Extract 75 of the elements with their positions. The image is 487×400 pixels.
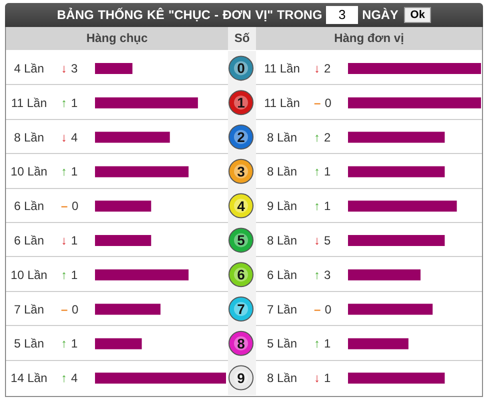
text: ↑ 1 <box>314 336 331 351</box>
data-label: 8 Lần <box>266 371 298 386</box>
bar <box>95 235 152 246</box>
bar <box>95 63 132 74</box>
data-label: 11 Lần <box>264 96 300 110</box>
data-label: 11 Lần <box>11 96 47 110</box>
bar <box>348 235 445 246</box>
text: ↓ 1 <box>314 371 331 386</box>
bar <box>348 269 421 280</box>
bar <box>348 97 481 108</box>
data-label: 8 Lần <box>266 164 298 179</box>
y-tick-label: 1 <box>237 94 246 111</box>
bar <box>348 372 445 384</box>
text: ↓ 4 <box>61 130 78 144</box>
data-label: 10 Lần <box>10 164 48 179</box>
data-label: 8 Lần <box>266 130 298 144</box>
y-tick-label: 5 <box>237 232 246 248</box>
text: – 0 <box>61 199 79 214</box>
y-tick-label: 6 <box>237 266 246 283</box>
text: ↓ 1 <box>61 234 78 248</box>
y-tick-label: 0 <box>237 60 246 76</box>
data-label: 6 Lần <box>14 234 44 248</box>
y-tick-label: 4 <box>237 198 246 214</box>
text: – 0 <box>61 302 79 316</box>
bar <box>95 304 160 315</box>
text: Ok <box>404 7 431 23</box>
data-label: 6 Lần <box>14 199 44 214</box>
bar <box>348 166 445 178</box>
bar <box>348 63 481 74</box>
data-label: 5 Lần <box>266 336 298 351</box>
bar <box>95 166 189 178</box>
text: ↑ 1 <box>314 199 331 214</box>
bar <box>95 97 198 108</box>
text: ↑ 2 <box>314 130 331 144</box>
data-label: 4 Lần <box>14 62 44 76</box>
text: ↑ 1 <box>61 96 78 110</box>
bar <box>348 132 445 143</box>
text: – 0 <box>314 302 332 316</box>
bar <box>95 269 189 280</box>
y-tick-label: 2 <box>237 129 246 145</box>
data-label: 14 Lần <box>10 371 48 386</box>
data-label: 7 Lần <box>14 302 44 316</box>
text: ↑ 3 <box>314 268 331 282</box>
text: ↓ 3 <box>61 62 78 76</box>
y-tick-label: 9 <box>237 370 246 386</box>
text: ↑ 1 <box>61 336 78 351</box>
chart-title: Hàng đơn vị <box>333 30 405 47</box>
chart-subtitle: Hàng chục <box>85 30 149 47</box>
text: ↑ 4 <box>61 371 78 386</box>
bar <box>95 372 226 384</box>
data-label: 10 Lần <box>10 268 48 282</box>
bar <box>348 200 457 212</box>
y-axis-title: Số <box>228 27 256 50</box>
text: ↓ 5 <box>314 234 331 248</box>
data-label: 8 Lần <box>266 234 298 248</box>
bar <box>95 132 170 143</box>
text: ↓ 2 <box>314 62 331 76</box>
data-label: 7 Lần <box>266 302 298 316</box>
y-tick-label: 3 <box>237 163 246 180</box>
bar <box>95 338 142 350</box>
text: ↑ 1 <box>61 268 78 282</box>
y-tick-label: 7 <box>237 301 246 317</box>
data-label: 11 Lần <box>264 62 300 76</box>
y-tick-label: 8 <box>237 335 246 352</box>
chart-title: BẢNG THỐNG KÊ "CHỤC - ĐƠN VỊ" TRONG 3 NGÀY <box>57 7 398 22</box>
text: – 0 <box>314 96 332 110</box>
data-label: 8 Lần <box>14 130 44 144</box>
data-label: 5 Lần <box>14 336 44 351</box>
bar <box>348 304 433 315</box>
text: ↑ 1 <box>314 164 331 179</box>
bar <box>95 200 152 212</box>
text: ↑ 1 <box>61 164 78 179</box>
data-label: 6 Lần <box>266 268 298 282</box>
data-label: 9 Lần <box>266 199 298 214</box>
bar <box>348 338 408 350</box>
